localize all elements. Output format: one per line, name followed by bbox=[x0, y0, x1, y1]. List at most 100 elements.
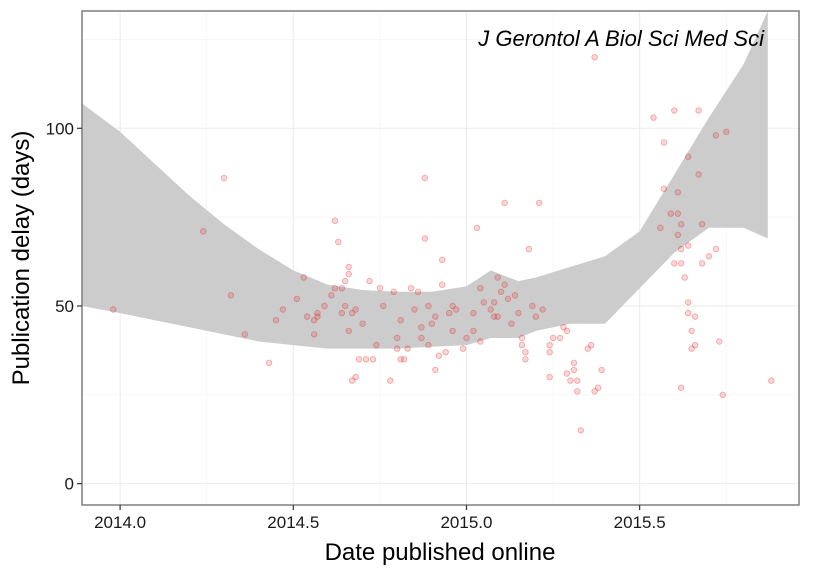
data-point bbox=[567, 377, 574, 384]
data-point bbox=[591, 388, 598, 395]
data-point bbox=[497, 288, 505, 295]
data-point bbox=[463, 334, 470, 342]
data-point bbox=[491, 313, 498, 320]
data-point bbox=[723, 128, 730, 135]
y-axis-title: Publication delay (days) bbox=[8, 131, 35, 386]
data-point bbox=[594, 384, 602, 391]
data-point bbox=[546, 373, 553, 381]
data-point bbox=[397, 356, 404, 363]
data-point bbox=[674, 231, 681, 239]
data-point bbox=[366, 277, 373, 285]
data-point bbox=[549, 334, 557, 342]
data-point bbox=[570, 359, 578, 366]
data-point bbox=[691, 341, 699, 349]
data-point bbox=[556, 334, 564, 342]
data-point bbox=[539, 306, 546, 313]
data-point bbox=[560, 324, 567, 331]
data-point bbox=[678, 384, 685, 391]
data-point bbox=[518, 334, 526, 342]
data-point bbox=[678, 260, 685, 267]
data-point bbox=[588, 341, 595, 349]
data-point bbox=[345, 327, 352, 335]
data-point bbox=[321, 302, 328, 310]
x-axis-title: Date published online bbox=[325, 539, 556, 566]
data-point bbox=[577, 427, 584, 434]
data-point bbox=[310, 331, 318, 338]
data-point bbox=[227, 292, 235, 299]
data-point bbox=[428, 320, 435, 327]
data-point bbox=[504, 295, 512, 303]
data-point bbox=[421, 174, 429, 182]
data-point bbox=[328, 292, 335, 299]
data-point bbox=[400, 356, 408, 363]
data-point bbox=[532, 313, 539, 320]
data-point bbox=[241, 331, 248, 338]
y-tick-label: 100 bbox=[46, 119, 74, 138]
data-point bbox=[331, 285, 339, 292]
data-point bbox=[314, 309, 321, 317]
data-point bbox=[310, 317, 318, 324]
data-point bbox=[425, 302, 432, 310]
data-point bbox=[522, 349, 529, 356]
data-point bbox=[660, 139, 668, 146]
x-tick-label: 2015.0 bbox=[440, 513, 492, 532]
data-point bbox=[650, 114, 657, 121]
y-tick-label: 50 bbox=[55, 297, 74, 316]
journal-annotation: J Gerontol A Biol Sci Med Sci bbox=[477, 26, 765, 51]
data-point bbox=[435, 352, 442, 359]
data-point bbox=[681, 274, 688, 281]
data-point bbox=[563, 327, 571, 335]
data-point bbox=[688, 327, 695, 335]
data-point bbox=[338, 309, 345, 317]
data-point bbox=[342, 302, 349, 310]
data-point bbox=[394, 334, 401, 342]
data-point bbox=[494, 274, 501, 281]
data-point bbox=[390, 288, 397, 295]
data-point bbox=[546, 349, 553, 356]
data-point bbox=[698, 260, 706, 267]
data-point bbox=[667, 210, 674, 217]
data-point bbox=[685, 242, 692, 249]
data-point bbox=[355, 356, 363, 363]
data-point bbox=[494, 313, 501, 320]
data-point bbox=[570, 366, 578, 374]
data-point bbox=[695, 171, 702, 178]
data-point bbox=[546, 341, 553, 349]
data-point bbox=[536, 199, 543, 207]
data-point bbox=[591, 54, 598, 61]
data-point bbox=[671, 107, 678, 114]
y-axis-ticks: 0 50 100 bbox=[46, 119, 82, 494]
data-point bbox=[685, 299, 692, 306]
data-point bbox=[719, 391, 726, 398]
data-point bbox=[303, 313, 311, 320]
data-point bbox=[352, 306, 359, 313]
data-point bbox=[508, 320, 515, 327]
data-point bbox=[380, 302, 387, 310]
data-point bbox=[678, 220, 685, 228]
data-point bbox=[712, 245, 720, 253]
data-point bbox=[421, 235, 429, 242]
data-point bbox=[314, 313, 321, 320]
data-point bbox=[449, 327, 456, 335]
data-point bbox=[342, 277, 349, 285]
data-point bbox=[414, 288, 422, 295]
data-point bbox=[477, 285, 484, 292]
data-point bbox=[446, 309, 453, 317]
data-point bbox=[584, 345, 591, 352]
data-point bbox=[525, 245, 532, 253]
data-point bbox=[480, 299, 487, 306]
data-point bbox=[373, 341, 380, 349]
data-point bbox=[432, 366, 439, 374]
data-point bbox=[335, 238, 342, 246]
data-point bbox=[563, 370, 571, 377]
x-tick-label: 2014.0 bbox=[94, 513, 146, 532]
data-point bbox=[349, 377, 356, 384]
data-point bbox=[452, 306, 460, 313]
data-point bbox=[331, 217, 339, 224]
data-point bbox=[657, 224, 664, 231]
data-point bbox=[397, 317, 404, 324]
data-point bbox=[293, 295, 300, 303]
data-point bbox=[477, 338, 484, 345]
data-point bbox=[671, 260, 678, 267]
